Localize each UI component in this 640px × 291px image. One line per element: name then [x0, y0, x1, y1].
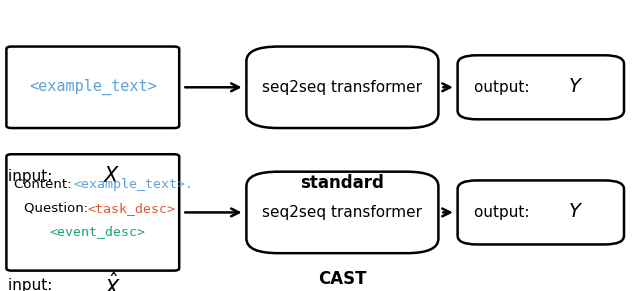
Text: $X$: $X$ [103, 166, 121, 186]
FancyBboxPatch shape [458, 55, 624, 119]
Text: output:: output: [474, 205, 534, 220]
Text: Question:: Question: [24, 202, 93, 214]
FancyBboxPatch shape [246, 172, 438, 253]
Text: seq2seq transformer: seq2seq transformer [262, 80, 422, 95]
Text: input:: input: [8, 168, 67, 184]
FancyBboxPatch shape [6, 154, 179, 271]
Text: $Y$: $Y$ [568, 78, 584, 96]
Text: <example_text>: <example_text> [29, 79, 157, 95]
Text: $\hat{X}$: $\hat{X}$ [104, 272, 122, 291]
Text: <task_desc>: <task_desc> [87, 202, 175, 214]
FancyBboxPatch shape [246, 47, 438, 128]
Text: <event_desc>: <event_desc> [49, 225, 145, 238]
Text: CAST: CAST [318, 270, 367, 288]
FancyBboxPatch shape [458, 180, 624, 244]
Text: <example_text>.: <example_text>. [73, 178, 193, 191]
FancyBboxPatch shape [6, 47, 179, 128]
Text: input:: input: [8, 278, 67, 291]
Text: seq2seq transformer: seq2seq transformer [262, 205, 422, 220]
Text: standard: standard [300, 174, 385, 192]
Text: $Y$: $Y$ [568, 203, 584, 221]
Text: output:: output: [474, 80, 534, 95]
Text: Content:: Content: [14, 178, 76, 191]
